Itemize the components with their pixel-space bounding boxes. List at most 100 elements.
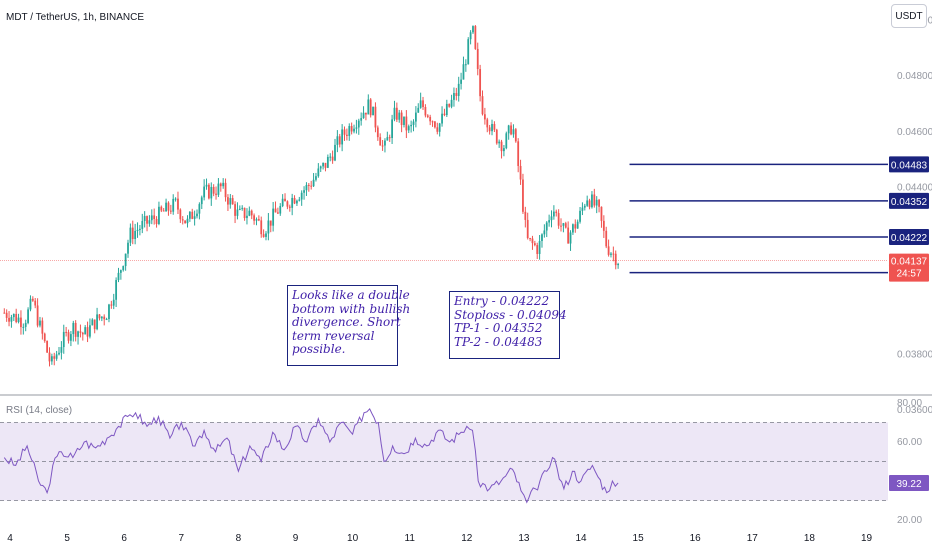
candle-body <box>207 184 210 199</box>
candle-body <box>50 356 53 362</box>
candle <box>296 199 298 206</box>
candle <box>588 198 591 210</box>
candle <box>222 178 225 189</box>
candle-body <box>255 219 258 221</box>
candle <box>453 87 455 107</box>
candle-body <box>410 124 413 127</box>
candle <box>84 325 87 335</box>
candle <box>298 196 301 202</box>
candle <box>210 182 213 206</box>
candle-body <box>70 334 72 341</box>
candle <box>379 133 382 146</box>
candle <box>77 330 79 345</box>
candle <box>272 201 275 232</box>
candle <box>293 195 296 205</box>
candle-body <box>108 304 110 320</box>
candle <box>464 59 467 72</box>
candle-body <box>567 227 570 244</box>
analysis-note[interactable]: Looks like a double bottom with bullish … <box>287 285 410 366</box>
candle <box>436 122 439 135</box>
candle-body <box>72 322 75 335</box>
candle-body <box>562 223 565 226</box>
level-label-text: 0.04222 <box>891 233 928 244</box>
candle-body <box>384 140 386 146</box>
candle-body <box>281 198 284 206</box>
candle-body <box>29 298 32 310</box>
candle-body <box>405 116 408 131</box>
candle <box>127 239 129 258</box>
candle <box>198 202 201 220</box>
candle <box>276 207 279 215</box>
candle-body <box>262 234 265 237</box>
candle <box>8 311 10 327</box>
currency-button[interactable]: USDT <box>891 4 927 28</box>
candle-body <box>305 184 308 191</box>
price-axis[interactable]: 0.044830.043520.042220.040940.0413724:57… <box>889 16 932 416</box>
candle-body <box>257 219 260 221</box>
candle <box>600 206 603 228</box>
candle-body <box>579 210 581 222</box>
candle-body <box>472 26 474 33</box>
candle-body <box>486 119 489 128</box>
candle <box>265 231 267 241</box>
trade-plan-note[interactable]: Entry - 0.04222 Stoploss - 0.04094 TP-1 … <box>449 291 567 359</box>
candle-body <box>331 156 334 161</box>
candle-body <box>36 305 39 326</box>
candle <box>17 313 20 324</box>
candle-body <box>457 83 460 96</box>
candle <box>12 313 15 321</box>
time-axis[interactable]: 4 5 6 7 8 9 10 11 12 13 14 15 16 17 18 19 <box>7 533 872 544</box>
candle <box>545 221 548 238</box>
candle-body <box>379 137 382 146</box>
candle-body <box>131 227 134 240</box>
candle-body <box>222 182 225 187</box>
candle <box>193 210 196 226</box>
current-price-bg <box>889 253 929 282</box>
candle <box>338 133 341 148</box>
candle <box>39 316 41 328</box>
candle <box>317 163 320 178</box>
rsi-layer <box>0 408 888 504</box>
candle-body <box>46 341 49 353</box>
candle <box>200 195 203 210</box>
candle-body <box>248 210 251 216</box>
candle <box>79 324 82 338</box>
candle-body <box>448 103 451 107</box>
candle <box>512 124 515 138</box>
rsi-current-bg <box>889 474 929 491</box>
candle-body <box>434 121 436 128</box>
candle <box>503 144 505 157</box>
candle-body <box>112 299 115 306</box>
candle <box>300 190 303 206</box>
candle <box>153 208 156 225</box>
candle <box>310 180 313 190</box>
candle <box>74 320 77 342</box>
time-tick-label: 7 <box>179 533 185 544</box>
candle-body <box>196 213 198 217</box>
candle-body <box>284 198 286 202</box>
candle-body <box>181 219 184 221</box>
candle <box>417 103 420 113</box>
time-tick-label: 16 <box>690 533 702 544</box>
candle <box>124 253 127 271</box>
candle-body <box>564 223 567 228</box>
candle-body <box>53 356 56 359</box>
candle-body <box>574 224 577 229</box>
candle-body <box>20 317 22 328</box>
candle <box>533 240 536 247</box>
candle <box>341 124 344 152</box>
candle <box>367 94 370 115</box>
candle-body <box>119 270 122 273</box>
candle-body <box>357 120 360 128</box>
candle <box>3 308 6 314</box>
candle-body <box>517 141 520 166</box>
rsi-axis[interactable]: 80.00 60.00 20.00 39.22 <box>889 398 929 526</box>
candle-body <box>341 129 344 145</box>
candle <box>405 110 408 139</box>
candle <box>395 102 398 123</box>
candle-body <box>507 125 510 134</box>
candle <box>429 114 432 126</box>
candle-body <box>191 211 194 219</box>
candle <box>519 159 522 185</box>
